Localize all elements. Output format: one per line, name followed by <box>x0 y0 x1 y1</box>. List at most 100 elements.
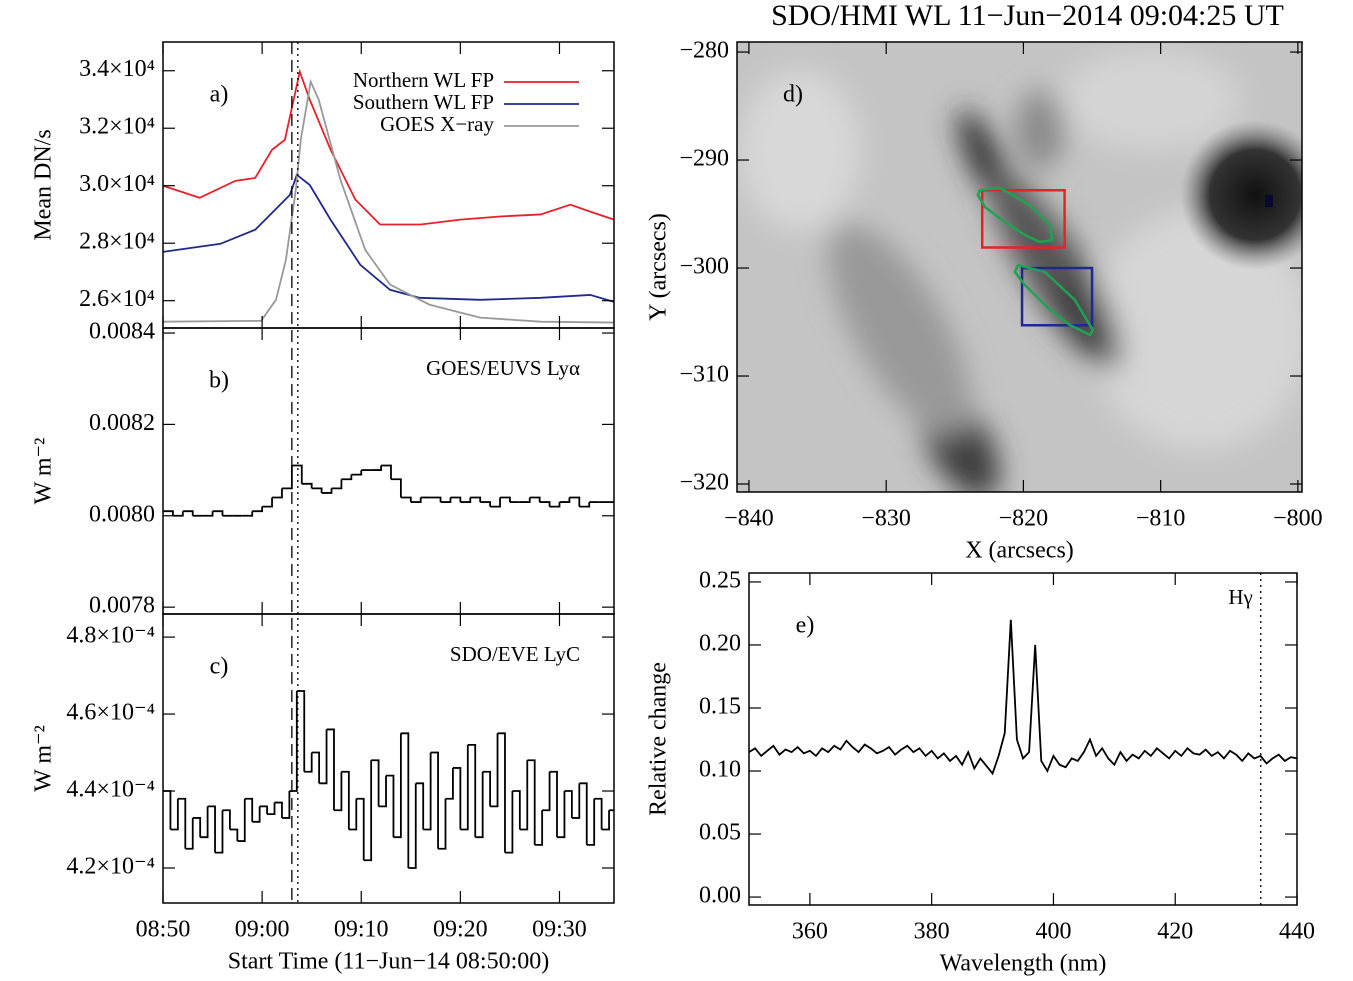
data-line <box>162 68 615 226</box>
step-segment <box>410 497 422 503</box>
chart-title: SDO/HMI WL 11−Jun−2014 09:04:25 UT <box>771 0 1284 32</box>
x-tick-label: −800 <box>1273 506 1323 532</box>
step-segment <box>475 771 484 839</box>
step-segment <box>579 502 591 508</box>
step-segment <box>512 790 521 830</box>
x-tick-label: −830 <box>861 506 911 532</box>
step-segment <box>281 465 293 490</box>
y-tick-label: −290 <box>679 146 729 172</box>
step-segment <box>490 733 499 808</box>
step-segment <box>163 790 172 830</box>
step-segment <box>222 809 231 830</box>
annotation: GOES/EUVS Lyα <box>426 356 580 380</box>
step-segment <box>341 770 350 830</box>
step-segment <box>497 732 506 853</box>
step-segment <box>470 496 482 503</box>
y-tick-label: 0.0078 <box>89 593 155 619</box>
step-segment <box>519 760 529 831</box>
step-segment <box>519 497 531 503</box>
x-tick-label: −810 <box>1136 506 1186 532</box>
x-tick-label: 08:50 <box>136 917 191 943</box>
step-segment <box>363 760 373 862</box>
step-segment <box>400 732 410 868</box>
y-tick-label: 0.05 <box>699 820 741 846</box>
y-tick-label: 0.0082 <box>89 410 155 436</box>
x-tick-label: 360 <box>792 919 828 945</box>
step-segment <box>319 729 328 785</box>
step-segment <box>192 817 202 838</box>
step-segment <box>601 810 610 831</box>
step-segment <box>259 805 268 815</box>
step-segment <box>430 751 439 849</box>
step-segment <box>272 488 283 499</box>
step-segment <box>393 733 402 839</box>
step-segment <box>274 801 283 818</box>
region-box <box>1020 266 1094 327</box>
step-segment <box>559 497 571 503</box>
y-tick-label: −320 <box>679 470 729 496</box>
step-segment <box>371 759 380 807</box>
x-tick-label: 09:10 <box>334 917 389 943</box>
annotation: SDO/EVE LyC <box>450 642 580 666</box>
y-tick-label: 0.10 <box>699 757 741 783</box>
data-line <box>162 78 615 324</box>
step-segment <box>215 810 224 854</box>
y-tick-label: 4.2×10⁻⁴ <box>66 853 155 879</box>
step-segment <box>445 767 454 800</box>
step-segment <box>381 464 392 480</box>
panel-label: b) <box>209 368 229 394</box>
x-tick-label: 400 <box>1035 919 1071 945</box>
step-segment <box>569 496 581 507</box>
y-tick-label: 0.00 <box>699 883 741 909</box>
step-segment <box>460 744 469 831</box>
step-segment <box>212 510 224 516</box>
plot-frame <box>736 41 1303 493</box>
step-segment <box>348 798 358 831</box>
step-segment <box>480 501 491 507</box>
step-segment <box>356 797 365 861</box>
step-segment <box>185 817 194 850</box>
step-segment <box>482 770 491 807</box>
y-tick-label: 0.0084 <box>89 319 155 345</box>
step-segment <box>326 728 335 811</box>
step-segment <box>527 759 536 845</box>
hmi-image <box>737 42 1302 492</box>
step-segment <box>549 502 561 508</box>
step-segment <box>386 774 395 838</box>
step-segment <box>438 798 447 850</box>
step-segment <box>200 806 209 839</box>
step-segment <box>351 470 363 476</box>
x-axis-label: X (arcsecs) <box>965 538 1074 564</box>
x-tick-label: −840 <box>724 506 774 532</box>
marker-label: Hγ <box>1228 585 1252 609</box>
step-segment <box>311 487 323 493</box>
y-axis-label: W m⁻² <box>31 725 57 792</box>
y-axis-label: Relative change <box>646 662 672 816</box>
step-segment <box>163 510 174 516</box>
step-segment <box>542 771 551 812</box>
step-segment <box>529 496 541 503</box>
step-segment <box>371 465 382 471</box>
y-tick-label: 3.0×10⁴ <box>79 171 155 197</box>
step-segment <box>440 497 452 503</box>
contour <box>1013 263 1095 337</box>
y-tick-label: 0.15 <box>699 693 741 719</box>
y-tick-label: 0.0080 <box>89 501 155 527</box>
y-tick-label: 4.8×10⁻⁴ <box>66 623 155 649</box>
step-segment <box>301 482 313 489</box>
y-tick-label: 4.4×10⁻⁴ <box>66 777 155 803</box>
step-segment <box>229 828 239 842</box>
step-segment <box>252 806 261 823</box>
x-tick-label: 09:30 <box>532 917 587 943</box>
legend-label: Northern WL FP <box>353 68 494 92</box>
step-segment <box>549 770 558 838</box>
step-segment <box>423 752 432 831</box>
step-segment <box>378 775 387 808</box>
step-segment <box>460 497 472 503</box>
step-segment <box>504 791 514 854</box>
legend-label: Southern WL FP <box>353 90 494 114</box>
step-segment <box>341 474 353 481</box>
y-tick-label: 2.6×10⁴ <box>79 286 155 312</box>
y-tick-label: 0.20 <box>699 630 741 656</box>
